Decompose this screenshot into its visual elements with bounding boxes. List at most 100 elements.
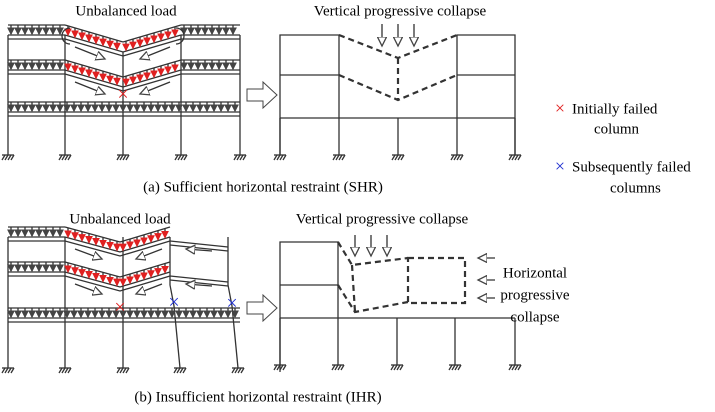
rotation [175,27,185,45]
load-line [122,59,182,78]
collapse-line [337,284,409,314]
hatch [174,154,179,161]
beam [169,275,229,283]
hatch [453,154,458,161]
hatch [517,364,522,371]
failure-marker: × [117,84,128,106]
load-line [122,24,182,43]
hatch [457,364,462,371]
beam [64,73,182,92]
member [227,237,239,369]
hatch [276,364,281,371]
hatch [122,154,127,161]
hatch [240,367,245,374]
load-line [64,226,121,243]
hatch [396,364,401,371]
failure-marker: × [114,297,125,319]
hatch [399,364,404,371]
hatch [332,154,337,161]
label: Vertical progressive collapse [314,3,487,19]
hatch [122,367,127,374]
legend-text: column [594,121,639,137]
hatch [64,367,69,374]
hatch [237,367,242,374]
beam [169,240,229,248]
load-line [64,59,124,78]
hatch [242,154,247,161]
hatch [7,154,12,161]
hatch [61,154,66,161]
force-arrow [186,284,213,286]
hatch [508,154,513,161]
hatch [450,154,455,161]
hatch [67,367,72,374]
hatch [331,364,336,371]
label: collapse [510,309,559,325]
hatch [508,364,513,371]
hatch [10,154,15,161]
load-line [64,24,124,43]
hatch [1,154,6,161]
hatch [64,154,69,161]
hatch [7,367,12,374]
hatch [182,367,187,374]
hatch [234,367,239,374]
hatch [393,364,398,371]
hatch [177,154,182,161]
hatch [517,154,522,161]
force-arrow [186,249,213,251]
structure-drawings: × × × × [1,24,522,374]
hatch [180,154,185,161]
frame [456,34,516,155]
hatch [514,154,519,161]
hatch [10,367,15,374]
failure-marker: × [226,293,237,315]
beam [64,38,182,57]
legend-text: columns [610,180,661,196]
hatch [236,154,241,161]
label: Unbalanced load [69,211,171,227]
beam [64,240,171,257]
collapse-line [337,241,409,267]
hatch [282,364,287,371]
label: Unbalanced load [75,3,177,19]
force-arrow [140,81,171,94]
force-arrow [74,81,105,94]
rotation [61,27,71,45]
hatch [67,154,72,161]
force-arrow [140,46,171,59]
legend-marker: × [555,98,565,118]
beam [169,279,229,287]
hatch [514,364,519,371]
hatch [391,154,396,161]
legend-marker: × [555,156,565,176]
label: Vertical progressive collapse [296,211,469,227]
load-line [119,226,171,243]
hatch [173,367,178,374]
hatch [338,154,343,161]
hatch [276,154,281,161]
hatch [239,154,244,161]
hatch [58,367,63,374]
hatch [279,154,284,161]
hatch [179,367,184,374]
beam [64,275,171,292]
caption: (b) Insufficient horizontal restraint (I… [134,389,381,405]
hatch [334,364,339,371]
hatch [125,367,130,374]
load-line [119,261,171,278]
hatch [335,154,340,161]
hatch [340,364,345,371]
force-arrow [136,283,163,294]
hatch [337,364,342,371]
hatch [456,154,461,161]
member [169,237,181,369]
hatch [454,364,459,371]
hatch [397,154,402,161]
hatch [394,154,399,161]
hatch [116,367,121,374]
hatch [390,364,395,371]
hatch [459,154,464,161]
hatch [282,154,287,161]
hatch [231,367,236,374]
